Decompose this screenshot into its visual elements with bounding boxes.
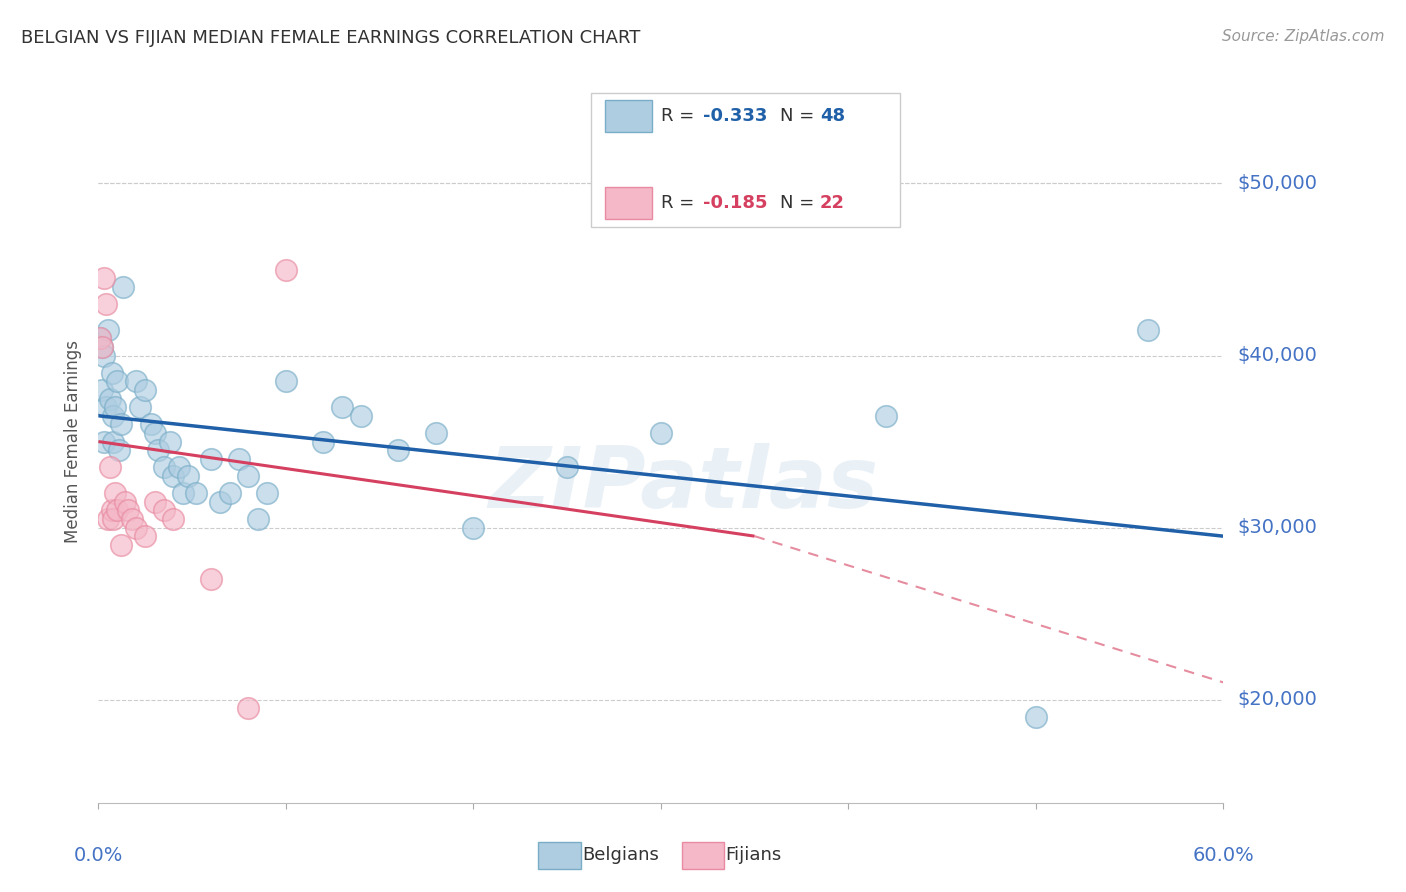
Point (104, 400, 127, 414)
Point (172, 486, 194, 500)
Point (94, 400, 117, 414)
Point (425, 425, 447, 440)
Point (103, 434, 125, 449)
Text: 48: 48 (820, 107, 845, 125)
Point (100, 366, 122, 380)
Point (114, 494, 136, 508)
Text: Source: ZipAtlas.com: Source: ZipAtlas.com (1222, 29, 1385, 44)
Point (153, 503, 176, 517)
Point (555, 460, 578, 475)
Point (256, 486, 278, 500)
Point (98, 392, 121, 406)
Point (108, 443, 131, 458)
Point (104, 486, 127, 500)
Point (91, 340, 114, 354)
Point (200, 451, 222, 466)
Point (139, 417, 162, 432)
Point (875, 409, 897, 423)
Text: 60.0%: 60.0% (1192, 846, 1254, 865)
Point (143, 425, 166, 440)
Point (100, 503, 122, 517)
Point (91, 340, 114, 354)
Point (463, 520, 485, 534)
Point (387, 443, 409, 458)
Text: N =: N = (780, 194, 820, 212)
Point (167, 460, 190, 475)
Point (274, 375, 297, 389)
Text: -0.185: -0.185 (703, 194, 768, 212)
Point (200, 572, 222, 586)
Text: 0.0%: 0.0% (73, 846, 124, 865)
Text: $20,000: $20,000 (1237, 690, 1317, 709)
Point (105, 375, 128, 389)
Point (1025, 710, 1047, 724)
Point (125, 375, 148, 389)
Point (134, 529, 156, 543)
Point (148, 443, 170, 458)
Point (159, 434, 181, 449)
Text: $40,000: $40,000 (1237, 346, 1317, 365)
Point (93, 349, 115, 363)
Point (162, 512, 184, 526)
Point (103, 512, 125, 526)
Point (1137, 323, 1160, 337)
Text: BELGIAN VS FIJIAN MEDIAN FEMALE EARNINGS CORRELATION CHART: BELGIAN VS FIJIAN MEDIAN FEMALE EARNINGS… (21, 29, 641, 46)
Text: N =: N = (780, 107, 820, 125)
Point (162, 469, 184, 483)
Text: 22: 22 (820, 194, 845, 212)
Text: R =: R = (661, 194, 700, 212)
Point (93, 271, 115, 285)
Point (218, 486, 240, 500)
Point (111, 279, 134, 293)
Point (177, 469, 200, 483)
Point (238, 701, 260, 715)
Point (93, 434, 115, 449)
Point (274, 262, 297, 277)
Text: Fijians: Fijians (725, 847, 782, 864)
Text: -0.333: -0.333 (703, 107, 768, 125)
Point (97, 512, 120, 526)
Point (121, 512, 143, 526)
Point (91, 383, 114, 397)
Point (330, 400, 353, 414)
Point (117, 503, 139, 517)
Point (228, 451, 250, 466)
Text: Belgians: Belgians (582, 847, 659, 864)
Text: $30,000: $30,000 (1237, 518, 1317, 537)
Point (153, 460, 176, 475)
Point (184, 486, 207, 500)
Point (110, 417, 132, 432)
Point (246, 512, 269, 526)
Point (650, 425, 672, 440)
Text: ZIPatlas: ZIPatlas (488, 443, 879, 526)
Point (98, 460, 121, 475)
Point (134, 383, 156, 397)
Text: R =: R = (661, 107, 700, 125)
Point (125, 520, 148, 534)
Text: $50,000: $50,000 (1237, 174, 1317, 193)
Point (97, 323, 120, 337)
Point (94, 297, 117, 311)
Point (89, 331, 111, 345)
Point (209, 494, 232, 508)
Point (105, 503, 128, 517)
Point (110, 538, 132, 552)
Point (312, 434, 335, 449)
Point (350, 409, 373, 423)
Y-axis label: Median Female Earnings: Median Female Earnings (65, 340, 83, 543)
Point (89, 331, 111, 345)
Point (128, 400, 150, 414)
Point (143, 494, 166, 508)
Point (238, 469, 260, 483)
Point (103, 409, 125, 423)
